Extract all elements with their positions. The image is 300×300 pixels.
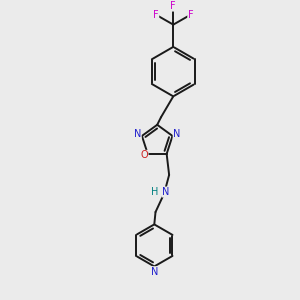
Text: O: O xyxy=(140,150,148,160)
Text: F: F xyxy=(170,1,176,11)
Text: N: N xyxy=(162,187,169,197)
Text: F: F xyxy=(188,10,194,20)
Text: N: N xyxy=(173,130,181,140)
Text: N: N xyxy=(151,267,159,277)
Text: F: F xyxy=(153,10,159,20)
Text: N: N xyxy=(134,130,141,140)
Text: H: H xyxy=(151,187,159,197)
